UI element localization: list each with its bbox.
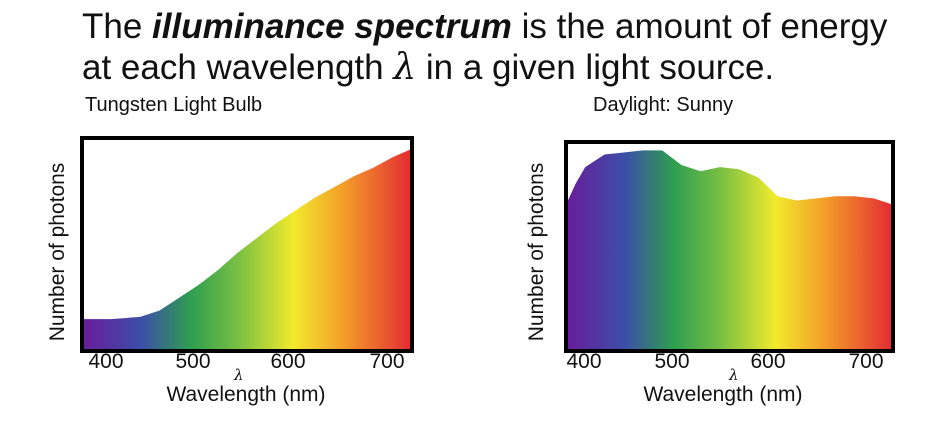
tungsten-x-axis-label: Wavelength (nm): [166, 383, 326, 406]
daylight-plot-frame: [564, 140, 895, 353]
daylight-x-tick-500: 500: [654, 350, 690, 373]
lambda-symbol: λ: [393, 47, 417, 88]
headline: The illuminance spectrum is the amount o…: [82, 6, 912, 88]
daylight-x-tick-700: 700: [848, 350, 884, 373]
daylight-x-tick-400: 400: [566, 350, 602, 373]
headline-prefix: The: [82, 7, 153, 46]
daylight-chart-title: Daylight: Sunny: [593, 94, 734, 116]
tungsten-spectrum-area: [82, 148, 412, 351]
headline-emphasis: illuminance spectrum: [152, 7, 512, 46]
tungsten-x-tick-700: 700: [369, 350, 405, 373]
tungsten-chart-title: Tungsten Light Bulb: [85, 94, 263, 116]
tungsten-x-tick-600: 600: [270, 350, 306, 373]
headline-suffix: in a given light source.: [416, 48, 775, 87]
daylight-x-axis-label: Wavelength (nm): [643, 383, 803, 406]
tungsten-x-tick-500: 500: [175, 350, 211, 373]
tungsten-plot-frame: [80, 136, 414, 353]
daylight-lambda-marker: λ: [729, 366, 739, 384]
tungsten-x-tick-400: 400: [88, 350, 124, 373]
daylight-x-tick-600: 600: [750, 350, 786, 373]
daylight-spectrum-area: [566, 150, 893, 351]
headline-middle: is the amount of energy at each waveleng…: [82, 7, 888, 87]
tungsten-lambda-marker: λ: [234, 366, 244, 384]
